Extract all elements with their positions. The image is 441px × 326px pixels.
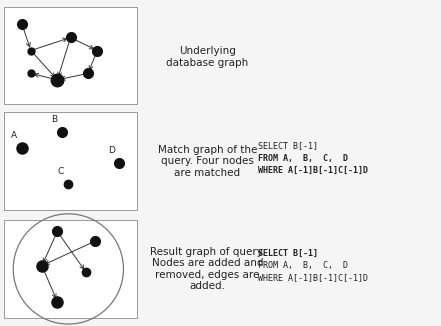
Text: D: D bbox=[108, 146, 115, 155]
Text: Underlying
database graph: Underlying database graph bbox=[166, 46, 248, 68]
Text: SELECT B[-1]: SELECT B[-1] bbox=[258, 141, 318, 150]
Text: FROM A,  B,  C,  D: FROM A, B, C, D bbox=[258, 261, 348, 270]
Text: Result graph of query.
Nodes are added and
removed, edges are
added.: Result graph of query. Nodes are added a… bbox=[150, 246, 265, 291]
Bar bbox=[4, 7, 137, 104]
Bar bbox=[4, 220, 137, 318]
Text: Match graph of the
query. Four nodes
are matched: Match graph of the query. Four nodes are… bbox=[157, 145, 257, 178]
Bar bbox=[4, 112, 137, 210]
Text: SELECT B[-1]: SELECT B[-1] bbox=[258, 249, 318, 258]
Text: WHERE A[-1]B[-1]C[-1]D: WHERE A[-1]B[-1]C[-1]D bbox=[258, 166, 368, 175]
Text: C: C bbox=[57, 167, 64, 176]
Text: WHERE A[-1]B[-1]C[-1]D: WHERE A[-1]B[-1]C[-1]D bbox=[258, 274, 368, 283]
Text: A: A bbox=[11, 131, 17, 140]
Text: FROM A,  B,  C,  D: FROM A, B, C, D bbox=[258, 154, 348, 163]
Text: B: B bbox=[51, 115, 57, 124]
